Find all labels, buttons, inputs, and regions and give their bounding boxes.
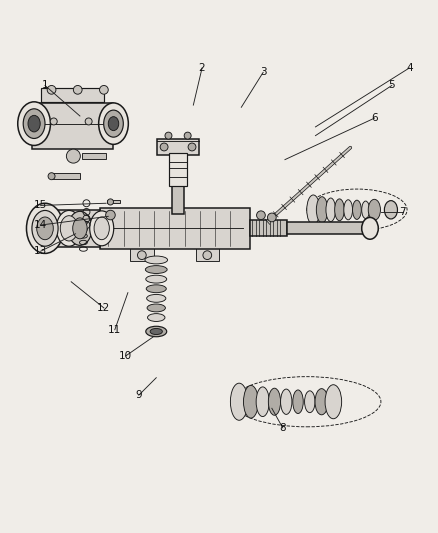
Circle shape [187,143,195,151]
Text: 4: 4 [405,63,412,73]
Ellipse shape [361,201,369,219]
Ellipse shape [56,211,81,246]
Ellipse shape [145,265,167,273]
Ellipse shape [243,385,258,418]
Ellipse shape [89,211,113,246]
Ellipse shape [108,117,118,131]
Ellipse shape [268,388,280,415]
Text: 5: 5 [388,80,394,91]
Bar [82,153,106,159]
Ellipse shape [334,199,343,221]
Text: 12: 12 [97,303,110,313]
Bar [195,248,219,261]
Circle shape [47,85,56,94]
Ellipse shape [255,387,268,417]
Circle shape [73,85,82,94]
Circle shape [66,149,80,163]
Ellipse shape [325,198,335,222]
Ellipse shape [28,115,40,132]
Ellipse shape [37,217,53,240]
Ellipse shape [306,189,406,230]
Ellipse shape [232,377,380,427]
Circle shape [267,213,276,222]
Text: 11: 11 [108,325,121,335]
Circle shape [107,199,113,205]
Ellipse shape [145,275,166,283]
Circle shape [184,132,191,139]
Ellipse shape [352,200,360,220]
Ellipse shape [306,195,319,224]
Bar [250,221,286,236]
Circle shape [48,173,55,180]
Ellipse shape [26,203,64,253]
Ellipse shape [23,109,45,139]
Ellipse shape [304,391,314,413]
Ellipse shape [73,218,87,239]
Ellipse shape [146,294,166,302]
Text: 13: 13 [34,246,47,256]
Ellipse shape [280,389,291,414]
Ellipse shape [146,285,166,293]
Bar [169,153,186,186]
Text: 2: 2 [198,63,205,73]
Ellipse shape [384,200,396,219]
Circle shape [160,143,168,151]
Ellipse shape [99,103,128,144]
Text: 9: 9 [135,390,142,400]
Ellipse shape [94,217,109,240]
Text: 8: 8 [279,423,286,433]
Ellipse shape [103,110,123,137]
Ellipse shape [150,328,162,335]
Ellipse shape [361,217,378,239]
Circle shape [99,85,108,94]
Circle shape [165,132,172,139]
Circle shape [202,251,211,260]
Circle shape [106,210,115,220]
Circle shape [85,118,92,125]
Bar [107,200,120,203]
Ellipse shape [147,313,165,321]
Ellipse shape [60,216,78,241]
Bar [130,248,154,261]
Ellipse shape [314,389,327,415]
Ellipse shape [230,383,247,420]
Ellipse shape [324,385,341,419]
Ellipse shape [32,211,58,246]
Bar [51,173,80,179]
Ellipse shape [367,199,380,220]
Ellipse shape [18,102,50,146]
Text: 6: 6 [370,113,377,123]
Text: 10: 10 [119,351,132,361]
Text: 7: 7 [399,207,405,217]
Ellipse shape [147,304,165,312]
Circle shape [50,118,57,125]
Text: 14: 14 [34,220,47,230]
Bar [41,87,104,102]
Ellipse shape [68,211,92,245]
Bar [45,210,99,247]
Text: 1: 1 [42,80,48,91]
Ellipse shape [316,197,327,223]
Ellipse shape [145,256,167,264]
Circle shape [137,251,146,260]
Bar [32,103,113,149]
Circle shape [256,211,265,220]
Text: 15: 15 [34,200,47,211]
Ellipse shape [343,200,352,220]
Bar [286,222,363,235]
Bar [157,139,198,155]
Bar [99,208,250,249]
Ellipse shape [292,390,303,414]
Ellipse shape [145,326,166,337]
Text: 3: 3 [259,67,266,77]
Bar [172,155,184,214]
